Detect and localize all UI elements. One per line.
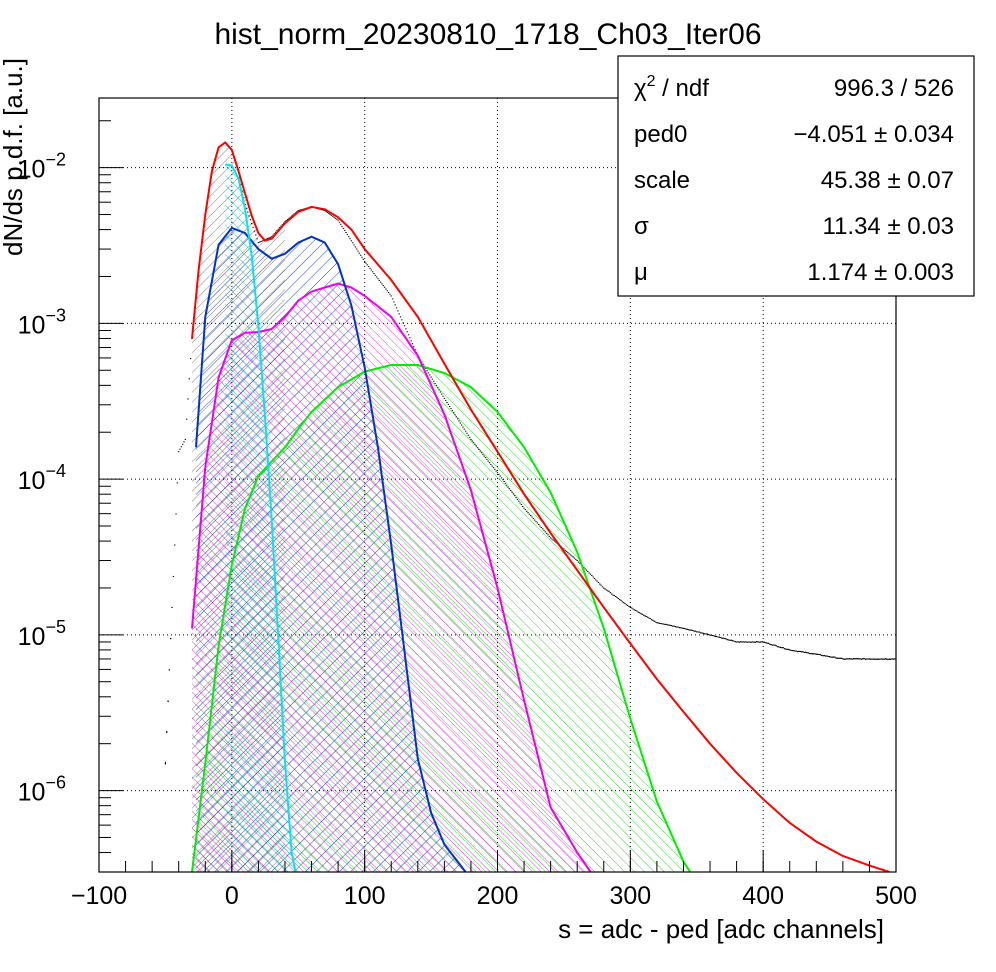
x-axis-label: s = adc - ped [adc channels]	[558, 914, 884, 944]
x-tick-label: 500	[875, 882, 917, 910]
y-axis: 10−2 10−3 10−4 10−5 10−6	[18, 120, 123, 873]
x-tick-label: 0	[225, 882, 239, 910]
total-fill	[192, 142, 285, 872]
total-fit-line	[191, 141, 890, 872]
stats-label: scale	[634, 167, 690, 194]
stats-label: ped0	[634, 121, 687, 148]
chart-title: hist_norm_20230810_1718_Ch03_Iter06	[214, 18, 761, 51]
component-fills	[192, 142, 691, 872]
y-axis-label: dN/ds p.d.f. [a.u.]	[0, 58, 28, 256]
y-tick-label: 10−2	[18, 150, 66, 184]
y-tick-label: 10−4	[18, 461, 66, 495]
stats-box-frame	[617, 55, 975, 297]
stats-value: 11.34 ± 0.03	[823, 213, 955, 240]
stats-value: −4.051 ± 0.034	[793, 121, 954, 148]
fit-stats-box: χ2 / ndf 996.3 / 526 ped0 −4.051 ± 0.034 sca…	[617, 55, 975, 297]
stats-value: 45.38 ± 0.07	[821, 167, 954, 194]
fit-curves	[191, 141, 890, 872]
stats-value: 1.174 ± 0.003	[807, 259, 954, 286]
component-1-line	[195, 226, 467, 872]
x-tick-label: 200	[477, 882, 519, 910]
x-tick-label: 400	[742, 882, 784, 910]
y-tick-label: 10−6	[18, 773, 66, 807]
x-tick-label: 100	[344, 882, 386, 910]
x-tick-label: 300	[609, 882, 651, 910]
component-3-line	[191, 364, 691, 872]
stats-label: μ	[634, 259, 648, 286]
data-histogram	[164, 142, 896, 765]
y-tick-label: 10−5	[18, 617, 66, 651]
x-axis: −100 0 100 200 300 400 500	[71, 850, 917, 910]
component-2-line	[191, 282, 592, 872]
x-tick-label: −100	[71, 882, 127, 910]
y-tick-label: 10−3	[18, 305, 66, 339]
stats-label: χ2 / ndf	[634, 73, 709, 102]
stats-label: σ	[634, 213, 649, 240]
stats-value: 996.3 / 526	[834, 75, 954, 102]
component-0-line	[225, 163, 297, 872]
